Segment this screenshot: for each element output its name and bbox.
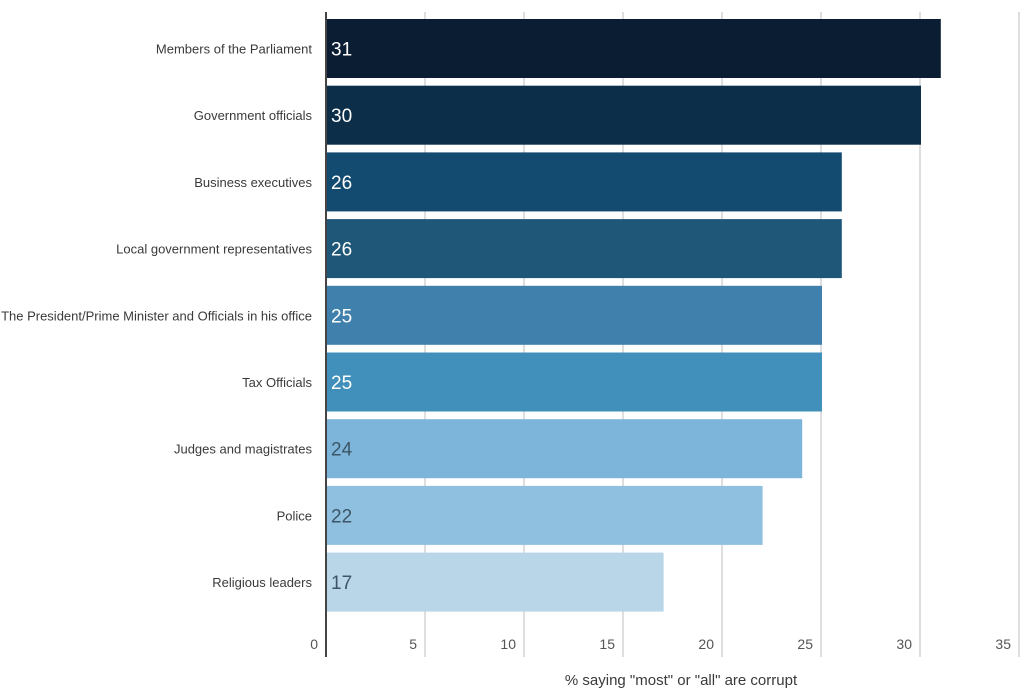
x-tick-label: 0 (310, 636, 318, 652)
x-tick-label: 5 (409, 636, 417, 652)
bar (327, 86, 921, 145)
category-label: The President/Prime Minister and Officia… (1, 308, 312, 323)
bar (327, 219, 842, 278)
bar-value-label: 17 (331, 573, 352, 594)
bar-value-label: 26 (331, 240, 352, 261)
bars: 31 30 26 26 25 25 24 22 17 (327, 19, 941, 612)
category-label: Business executives (194, 175, 312, 190)
bar-value-label: 31 (331, 40, 352, 61)
x-tick-label: 15 (599, 636, 615, 652)
x-tick-label: 35 (995, 636, 1011, 652)
category-labels: Members of the Parliament Government offi… (1, 42, 312, 591)
x-axis-ticks: 0 5 10 15 20 25 30 35 (310, 636, 1011, 652)
bar (327, 353, 822, 412)
bar-value-label: 22 (331, 506, 352, 527)
category-label: Government officials (194, 108, 313, 123)
category-label: Members of the Parliament (156, 42, 312, 57)
bar (327, 286, 822, 345)
bar (327, 152, 842, 211)
bar (327, 19, 941, 78)
category-label: Local government representatives (116, 242, 312, 257)
bar-value-label: 26 (331, 173, 352, 194)
bar-value-label: 24 (331, 440, 353, 461)
x-tick-label: 30 (896, 636, 912, 652)
x-tick-label: 25 (797, 636, 813, 652)
x-axis-title: % saying "most" or "all" are corrupt (565, 672, 798, 689)
category-label: Judges and magistrates (174, 442, 313, 457)
bar-value-label: 25 (331, 373, 352, 394)
x-tick-label: 20 (698, 636, 714, 652)
bar-value-label: 30 (331, 106, 352, 127)
category-label: Tax Officials (242, 375, 312, 390)
category-label: Police (277, 508, 312, 523)
bar (327, 486, 763, 545)
x-tick-label: 10 (500, 636, 516, 652)
bar-value-label: 25 (331, 306, 352, 327)
category-label: Religious leaders (212, 575, 312, 590)
bar (327, 553, 664, 612)
bar (327, 419, 802, 478)
